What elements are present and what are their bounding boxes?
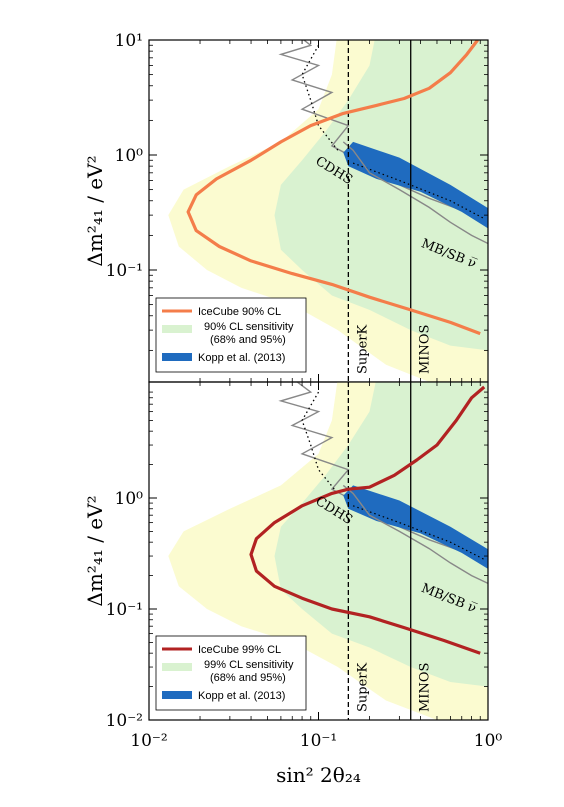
- legend-band-swatch: [162, 663, 192, 671]
- x-tick-label: 10⁰: [474, 731, 503, 751]
- minos-label: MINOS: [418, 663, 433, 712]
- kopp-region: [343, 141, 488, 229]
- legend-entry: IceCube 99% CL: [198, 644, 281, 656]
- legend-entry: 99% CL sensitivity: [204, 659, 294, 671]
- icecube-contour: [249, 385, 486, 655]
- superk-label: SuperK: [355, 324, 370, 374]
- x-tick-label: 10⁻²: [130, 731, 167, 751]
- mbsb-curve: [342, 484, 488, 585]
- x-tick-label: 10⁻¹: [300, 731, 337, 751]
- minos-label: MINOS: [418, 325, 433, 374]
- sensitivity-68-band: [274, 40, 488, 351]
- legend-band-swatch: [162, 325, 192, 333]
- cdhs-dotted-curve: [301, 391, 339, 494]
- legend-entry: Kopp et al. (2013): [198, 352, 285, 364]
- y-tick-label: 10⁻¹: [106, 600, 143, 620]
- legend-entry: 90% CL sensitivity: [204, 321, 294, 333]
- y-tick-label: 10⁰: [115, 146, 144, 166]
- cdhs-curve: [278, 382, 485, 564]
- icecube-contour: [186, 40, 481, 336]
- cdhs-curve: [278, 40, 485, 223]
- superk-label: SuperK: [355, 662, 370, 712]
- y-axis-label: Δm²₄₁ / eV²: [83, 495, 107, 606]
- y-tick-label: 10⁰: [115, 489, 144, 509]
- legend-entry: (68% and 95%): [210, 672, 286, 684]
- legend-kopp-swatch: [162, 353, 192, 361]
- kopp-region: [343, 485, 488, 569]
- legend-entry: IceCube 90% CL: [198, 306, 281, 318]
- legend-kopp-swatch: [162, 691, 192, 699]
- kopp-best-fit: [352, 505, 485, 560]
- mbsb-curve: [342, 141, 488, 245]
- y-axis-label: Δm²₄₁ / eV²: [83, 155, 107, 266]
- kopp-best-fit: [352, 162, 485, 220]
- y-tick-label: 10⁻²: [106, 711, 143, 731]
- legend-entry: (68% and 95%): [210, 334, 286, 346]
- sensitivity-68-band: [274, 382, 488, 687]
- y-tick-label: 10¹: [115, 31, 143, 51]
- x-axis-label: sin² 2θ₂₄: [276, 763, 361, 787]
- legend-entry: Kopp et al. (2013): [198, 690, 285, 702]
- y-tick-label: 10⁻¹: [106, 261, 143, 281]
